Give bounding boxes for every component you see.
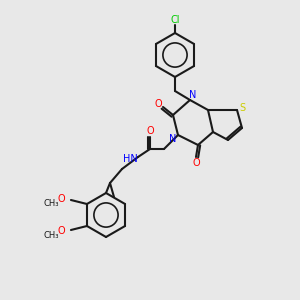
Text: O: O: [146, 126, 154, 136]
Text: Cl: Cl: [170, 15, 180, 25]
Text: O: O: [154, 99, 162, 109]
Text: CH₃: CH₃: [43, 199, 59, 208]
Text: N: N: [169, 134, 177, 144]
Text: O: O: [57, 194, 65, 204]
Text: O: O: [57, 226, 65, 236]
Text: HN: HN: [123, 154, 137, 164]
Text: S: S: [239, 103, 245, 113]
Text: N: N: [189, 90, 197, 100]
Text: O: O: [192, 158, 200, 168]
Text: CH₃: CH₃: [43, 230, 59, 239]
